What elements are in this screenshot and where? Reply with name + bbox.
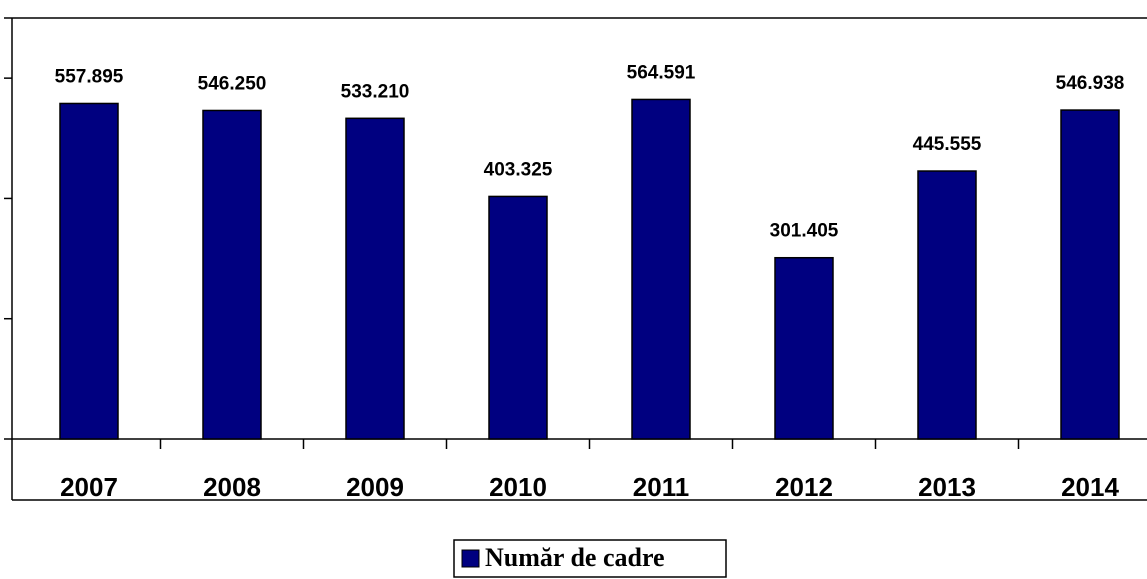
data-label: 546.938 [1056,73,1125,94]
bar [631,98,691,440]
legend-swatch [461,549,480,568]
bar [345,117,405,440]
bar [774,256,834,440]
x-tick-label: 2014 [1061,472,1119,502]
x-tick-label: 2010 [489,472,547,502]
data-label: 301.405 [770,221,839,242]
x-tick-label: 2011 [633,472,689,502]
x-tick-label: 2007 [60,472,118,502]
bar [202,109,262,440]
data-label: 533.210 [341,81,410,102]
legend-label: Număr de cadre [485,543,665,572]
x-tick-label: 2009 [346,472,404,502]
x-tick-label: 2013 [918,472,976,502]
data-label: 564.591 [627,62,696,83]
x-tick-label: 2008 [203,472,261,502]
x-tick-label: 2012 [775,472,833,502]
data-label: 403.325 [484,159,553,180]
data-label: 445.555 [913,134,982,155]
data-label: 546.250 [198,73,267,94]
bar [917,170,977,440]
bar [59,102,119,440]
bar [488,195,548,440]
data-label: 557.895 [55,66,124,87]
legend-box [453,539,727,578]
bar [1060,109,1120,440]
